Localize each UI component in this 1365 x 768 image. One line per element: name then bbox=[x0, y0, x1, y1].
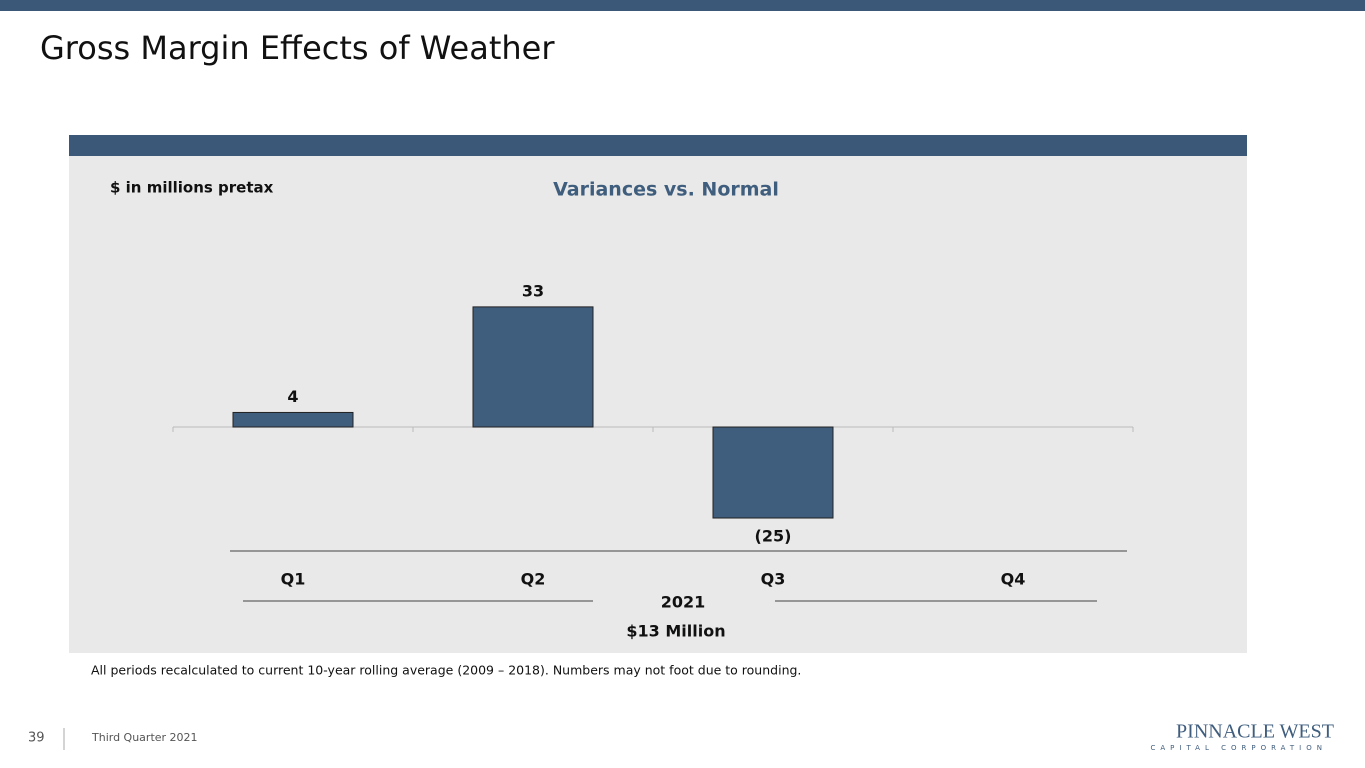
x-tick-label: Q1 bbox=[281, 570, 306, 589]
value-label: 33 bbox=[522, 281, 544, 300]
x-tick-label: Q3 bbox=[761, 570, 786, 589]
total: $13 Million bbox=[626, 622, 725, 641]
panel-header bbox=[69, 135, 1247, 156]
page-number: 39 bbox=[28, 731, 45, 746]
slide-title: Gross Margin Effects of Weather bbox=[40, 29, 555, 67]
bar bbox=[712, 426, 834, 519]
value-label: (25) bbox=[755, 527, 792, 546]
logo-sub: CAPITAL CORPORATION bbox=[1150, 744, 1327, 752]
units-note: $ in millions pretax bbox=[110, 179, 274, 197]
x-tick-label: Q4 bbox=[1001, 570, 1026, 589]
bar bbox=[472, 306, 594, 428]
value-label: 4 bbox=[287, 387, 298, 406]
x-tick-label: Q2 bbox=[521, 570, 546, 589]
chart-panel bbox=[69, 135, 1247, 653]
group-label: 2021 bbox=[661, 593, 706, 612]
footer: Third Quarter 2021 bbox=[91, 731, 198, 744]
logo: PINNACLE WEST bbox=[1176, 721, 1334, 743]
chart-title: Variances vs. Normal bbox=[553, 179, 779, 201]
footnote: All periods recalculated to current 10-y… bbox=[91, 663, 801, 678]
bar bbox=[232, 411, 354, 428]
top-band bbox=[0, 0, 1365, 11]
